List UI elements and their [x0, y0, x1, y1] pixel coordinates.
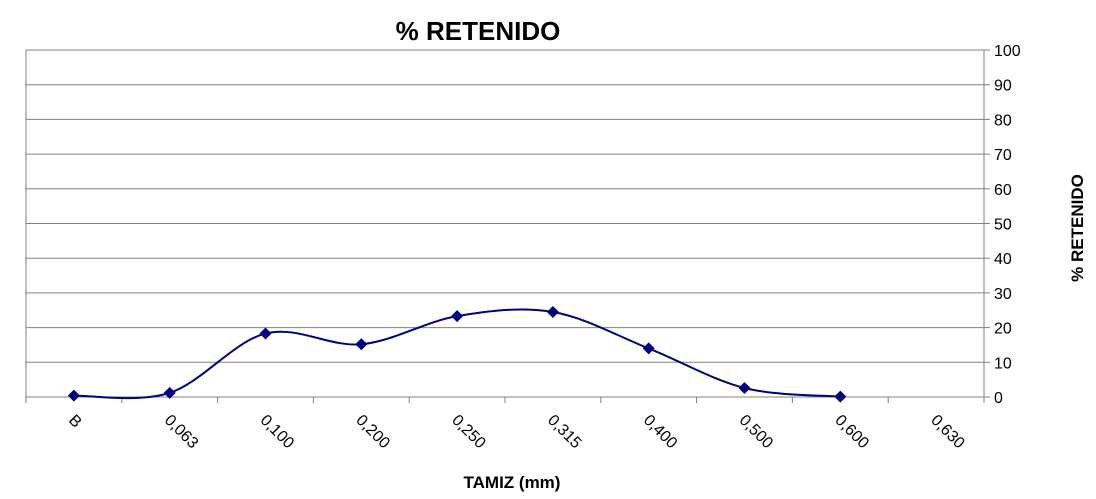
x-tick-label: 0,100 [257, 412, 297, 452]
data-point-marker [355, 338, 368, 351]
x-tick-label: 0,063 [161, 412, 201, 452]
gridlines [26, 84, 984, 363]
x-tick-label: 0,600 [831, 412, 871, 452]
chart-title: % RETENIDO [396, 16, 561, 46]
data-point-marker [546, 305, 559, 318]
y-tick-label: 40 [994, 251, 1012, 268]
y-axis-ticks: 0 10 20 30 40 50 60 70 80 90 100 [984, 43, 1021, 407]
y-tick-label: 90 [994, 78, 1012, 95]
data-markers [67, 305, 847, 403]
x-tick-label: 0,500 [736, 412, 776, 452]
data-point-marker [163, 386, 176, 399]
x-tick-label: 0,200 [352, 412, 392, 452]
data-point-marker [834, 390, 847, 403]
y-tick-label: 100 [994, 43, 1021, 60]
data-point-marker [738, 381, 751, 394]
x-tick-label: 0,400 [640, 412, 680, 452]
x-tick-label: 0,315 [544, 412, 584, 452]
x-tick-label: B [65, 412, 85, 432]
data-point-marker [642, 342, 655, 355]
data-point-marker [451, 310, 464, 323]
y-tick-label: 0 [994, 390, 1003, 407]
y-tick-label: 10 [994, 355, 1012, 372]
x-tick-label: 0,630 [927, 412, 967, 452]
x-axis-ticks: B 0,063 0,100 0,200 0,250 0,315 0,400 0,500 0,60… [25, 397, 985, 452]
data-point-marker [67, 389, 80, 402]
y-axis-label: % RETENIDO [1068, 174, 1087, 282]
x-tick-label: 0,250 [448, 412, 488, 452]
y-tick-label: 30 [994, 286, 1012, 303]
y-tick-label: 20 [994, 321, 1012, 338]
y-tick-label: 80 [994, 112, 1012, 129]
data-point-marker [259, 327, 272, 340]
y-tick-label: 50 [994, 217, 1012, 234]
y-tick-label: 60 [994, 182, 1012, 199]
y-tick-label: 70 [994, 147, 1012, 164]
x-axis-label: TAMIZ (mm) [464, 473, 561, 492]
